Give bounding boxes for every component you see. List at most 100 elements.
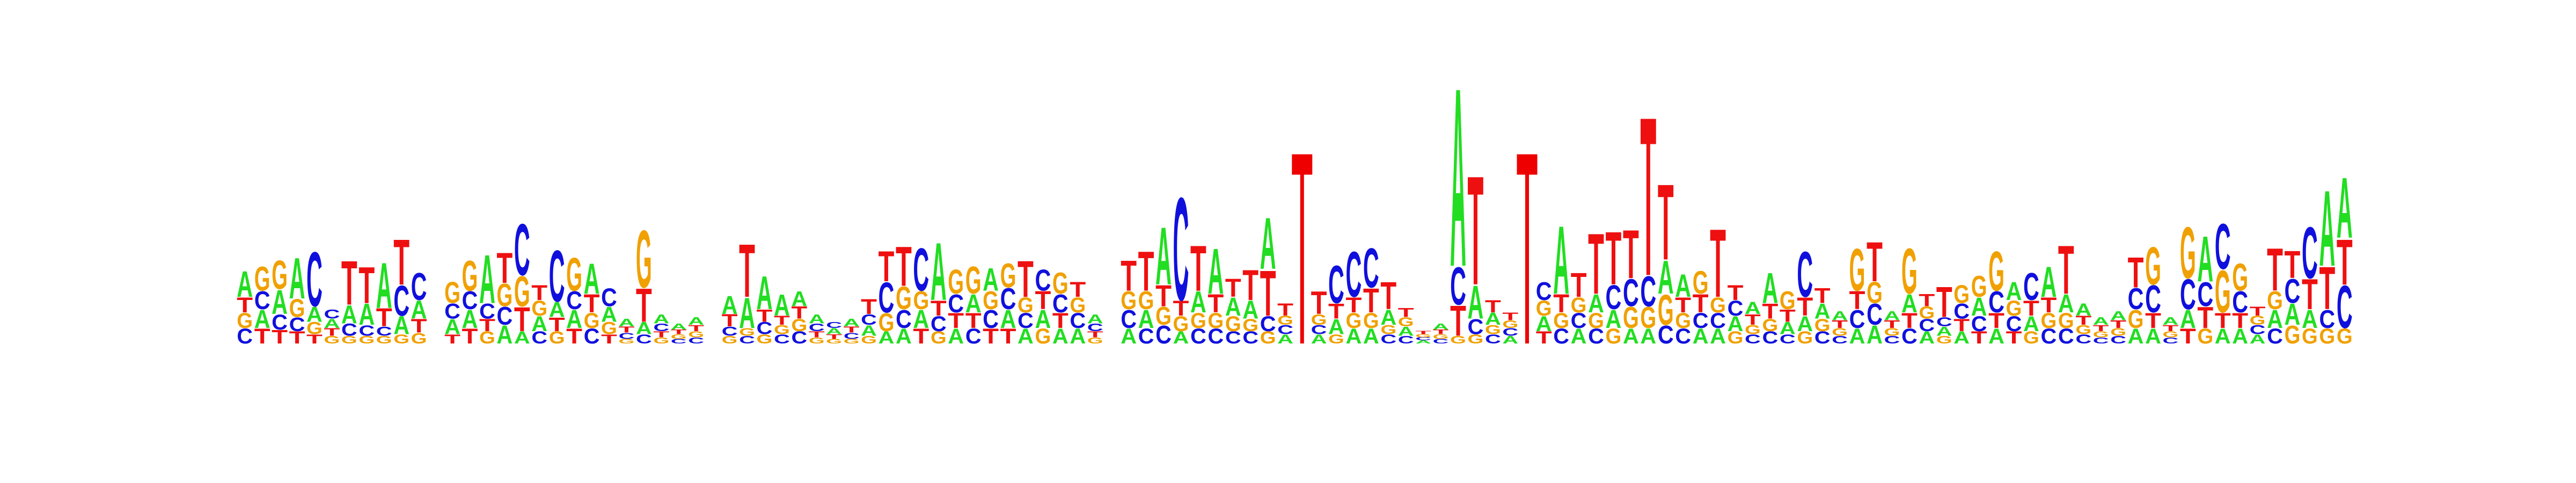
logo-letter-a: A — [757, 266, 773, 319]
logo-letter-c: C — [913, 236, 929, 303]
logo-letter-c: C — [1832, 334, 1848, 346]
logo-letter-g: G — [1328, 332, 1344, 346]
logo-letter-a: A — [1485, 309, 1501, 329]
logo-letter-t: T — [566, 324, 582, 348]
logo-letter-g: G — [965, 259, 982, 302]
logo-letter-t: T — [479, 316, 495, 335]
logo-letter-a: A — [1867, 320, 1883, 349]
logo-letter-g: G — [462, 252, 478, 300]
logo-letter-t: T — [1884, 318, 1900, 331]
logo-letter-g: G — [479, 328, 495, 347]
logo-letter-a: A — [2162, 315, 2178, 327]
logo-letter-t: T — [1018, 251, 1034, 308]
logo-letter-a: A — [1260, 203, 1276, 285]
logo-letter-c: C — [376, 324, 392, 339]
logo-letter-t: T — [1345, 293, 1362, 317]
logo-letter-c: C — [479, 299, 495, 323]
logo-letter-g: G — [1780, 287, 1796, 315]
logo-letter-g: G — [1867, 276, 1883, 310]
logo-letter-t: T — [2215, 309, 2231, 333]
logo-letter-a: A — [861, 323, 877, 339]
logo-letter-a: A — [1018, 324, 1034, 348]
logo-letter-a: A — [913, 304, 929, 334]
logo-letter-t: T — [1260, 257, 1276, 330]
logo-letter-t: T — [931, 296, 947, 320]
logo-letter-t: T — [462, 324, 478, 348]
logo-letter-a: A — [1710, 324, 1726, 348]
logo-letter-a: A — [618, 317, 634, 328]
logo-letter-a: A — [1640, 324, 1656, 348]
logo-letter-g: G — [1936, 334, 1952, 346]
marker-square — [1292, 154, 1313, 175]
logo-letter-a: A — [1433, 322, 1449, 332]
logo-letter-g: G — [1640, 301, 1656, 335]
logo-letter-g: G — [2145, 236, 2161, 296]
logo-letter-t: T — [618, 325, 634, 334]
logo-letter-t: T — [2093, 323, 2109, 333]
logo-letter-c: C — [1901, 324, 1918, 348]
logo-letter-c: C — [2093, 336, 2109, 346]
logo-letter-c: C — [896, 304, 912, 334]
logo-letter-a: A — [1328, 314, 1344, 339]
logo-letter-g: G — [2040, 309, 2057, 333]
logo-letter-t: T — [1710, 210, 1726, 318]
logo-letter-t: T — [1832, 318, 1848, 331]
logo-letter-g: G — [1225, 312, 1241, 336]
logo-letter-t: T — [1380, 275, 1396, 318]
logo-letter-t: T — [653, 330, 669, 339]
logo-letter-t: T — [237, 293, 253, 317]
logo-letter-g: G — [2302, 324, 2318, 348]
logo-letter-g: G — [1553, 309, 1569, 333]
logo-letter-g: G — [1502, 318, 1518, 330]
logo-letter-a: A — [1138, 304, 1154, 334]
logo-letter-c: C — [1380, 332, 1396, 347]
logo-letter-t: T — [1225, 274, 1241, 303]
logo-letter-c: C — [1971, 311, 1987, 335]
logo-letter-g: G — [913, 287, 929, 315]
logo-letter-a: A — [844, 317, 860, 328]
logo-letter-c: C — [1710, 308, 1726, 332]
logo-letter-a: A — [376, 250, 392, 322]
logo-letter-g: G — [566, 248, 582, 301]
logo-letter-c: C — [931, 311, 947, 335]
logo-letter-g: G — [879, 309, 895, 337]
logo-letter-c: C — [879, 273, 895, 322]
logo-letter-t: T — [1919, 291, 1935, 310]
logo-letter-a: A — [1208, 236, 1224, 308]
logo-letter-c: C — [1658, 320, 1674, 349]
logo-letter-a: A — [1884, 309, 1900, 323]
logo-letter-g: G — [861, 334, 877, 346]
logo-letter-g: G — [2075, 323, 2091, 337]
logo-letter-g: G — [1710, 293, 1726, 317]
logo-letter-c: C — [1606, 279, 1622, 317]
logo-letter-a: A — [722, 290, 738, 320]
logo-letter-a: A — [566, 304, 582, 334]
logo-letter-c: C — [324, 307, 340, 321]
logo-letter-a: A — [688, 315, 704, 327]
logo-letter-c: C — [2180, 270, 2196, 319]
logo-letter-a: A — [2145, 324, 2161, 348]
logo-letter-g: G — [2180, 213, 2196, 295]
logo-letter-t: T — [496, 245, 513, 292]
logo-letter-c: C — [1571, 308, 1587, 332]
logo-letter-a: A — [2215, 324, 2231, 348]
marker-square — [1517, 154, 1538, 175]
logo-letter-c: C — [1536, 276, 1552, 306]
logo-letter-t: T — [2302, 271, 2318, 319]
logo-letter-a: A — [983, 261, 999, 298]
logo-letter-c: C — [1450, 256, 1466, 317]
logo-letter-g: G — [1971, 270, 1987, 304]
logo-letter-a: A — [791, 287, 807, 311]
logo-letter-t: T — [774, 313, 790, 328]
logo-letter-g: G — [1536, 296, 1552, 320]
logo-letter-t: T — [324, 326, 340, 338]
logo-letter-g: G — [1953, 281, 1970, 309]
logo-letter-t: T — [358, 257, 375, 314]
logo-letter-c: C — [2128, 282, 2144, 316]
logo-letter-c: C — [983, 304, 999, 334]
logo-letter-t: T — [2250, 304, 2266, 318]
logo-letter-t: T — [1553, 289, 1569, 318]
logo-letter-t: T — [2232, 309, 2248, 333]
logo-letter-c: C — [1797, 239, 1813, 311]
logo-letter-c: C — [2006, 311, 2022, 335]
